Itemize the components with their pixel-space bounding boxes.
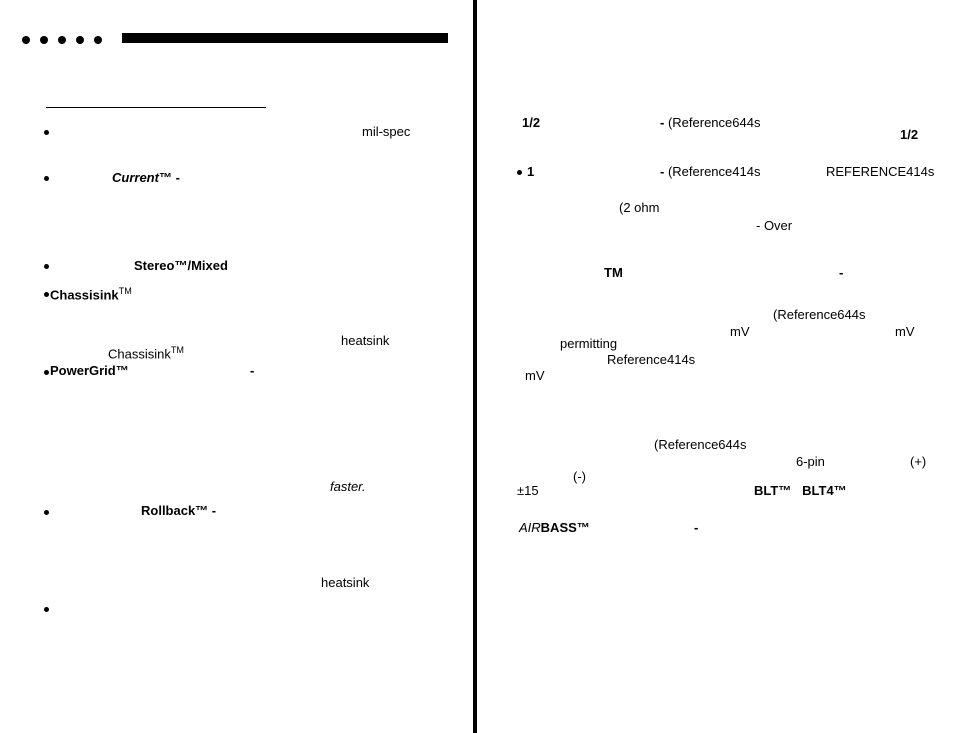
header-dot (58, 36, 66, 44)
text-fragment: Reference414s (607, 352, 695, 367)
bullet-icon (44, 370, 49, 375)
bullet-icon (44, 510, 49, 515)
text-fragment: mV (730, 324, 750, 339)
text-fragment: (2 ohm (619, 200, 659, 215)
bullet-icon (44, 264, 49, 269)
text-fragment: - (Reference414s (660, 164, 760, 179)
header-dot (94, 36, 102, 44)
text-fragment: ChassisinkTM (50, 286, 132, 302)
bullet-icon (44, 176, 49, 181)
text-fragment: - (Reference644s (660, 115, 760, 130)
bullet-icon (44, 130, 49, 135)
bullet-icon (44, 607, 49, 612)
text-fragment: - (250, 363, 254, 378)
text-fragment: - Over (756, 218, 792, 233)
header-dot (40, 36, 48, 44)
header-dot (22, 36, 30, 44)
text-fragment: 1/2 (900, 127, 918, 142)
text-fragment: heatsink (321, 575, 369, 590)
text-fragment: (Reference644s (773, 307, 866, 322)
text-fragment: permitting (560, 336, 617, 351)
text-fragment: mV (525, 368, 545, 383)
section-underline (46, 107, 266, 108)
text-fragment: BLT™ BLT4™ (754, 483, 847, 498)
text-fragment: ChassisinkTM (108, 345, 184, 361)
text-fragment: (Reference644s (654, 437, 747, 452)
text-fragment: Current™ - (112, 170, 180, 185)
text-fragment: 6-pin (796, 454, 825, 469)
text-fragment: heatsink (341, 333, 389, 348)
text-fragment: - (694, 520, 698, 535)
header-dots-left (22, 36, 102, 44)
text-fragment: 1 (527, 164, 534, 179)
header-bar-left (122, 33, 448, 43)
bullet-icon (44, 292, 49, 297)
text-fragment: PowerGrid™ (50, 363, 129, 378)
right-page (482, 0, 954, 733)
text-fragment: REFERENCE414s (826, 164, 934, 179)
text-fragment: faster. (330, 479, 366, 494)
text-fragment: TM (604, 265, 623, 280)
header-dot (76, 36, 84, 44)
bullet-icon (517, 170, 522, 175)
text-fragment: 1/2 (522, 115, 540, 130)
text-fragment: (+) (910, 454, 926, 469)
text-fragment: - (839, 265, 843, 280)
text-fragment: Rollback™ - (141, 503, 216, 518)
center-divider (473, 0, 477, 733)
text-fragment: AIRBASS™ (519, 520, 590, 535)
text-fragment: (-) (573, 469, 586, 484)
text-fragment: mV (895, 324, 915, 339)
text-fragment: ±15 (517, 483, 539, 498)
text-fragment: Stereo™/Mixed (134, 258, 228, 273)
text-fragment: mil-spec (362, 124, 410, 139)
